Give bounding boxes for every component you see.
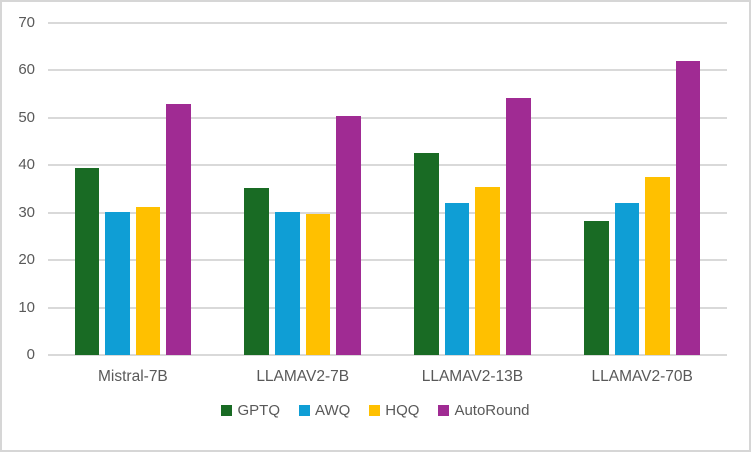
x-axis: Mistral-7B LLAMAV2-7B LLAMAV2-13B LLAMAV2-7… — [48, 366, 727, 388]
y-axis-tick-label: 20 — [18, 251, 35, 268]
gridline — [48, 259, 727, 261]
bar-awq-llamav2-7b[interactable] — [275, 212, 300, 355]
plot-area — [48, 22, 727, 356]
bar-gptq-mistral-7b[interactable] — [74, 168, 100, 355]
bar-autoround-llamav2-70b[interactable] — [675, 61, 701, 355]
chart-legend: GPTQ AWQ HQQ AutoRound — [0, 403, 751, 418]
y-axis-tick-label: 50 — [18, 109, 35, 126]
bar-autoround-llamav2-13b[interactable] — [505, 98, 531, 355]
bar-awq-llamav2-13b[interactable] — [444, 203, 470, 355]
bar-hqq-llamav2-70b[interactable] — [645, 177, 670, 355]
gridline — [48, 69, 727, 71]
legend-swatch-icon — [221, 405, 233, 416]
legend-label: GPTQ — [237, 402, 280, 419]
legend-item-hqq[interactable]: HQQ — [369, 403, 419, 418]
bar-awq-llamav2-70b[interactable] — [614, 203, 640, 355]
bar-hqq-llamav2-13b[interactable] — [475, 187, 500, 355]
legend-swatch-icon — [369, 405, 381, 416]
x-axis-category-label: Mistral-7B — [98, 368, 168, 385]
y-axis-tick-label: 10 — [18, 299, 35, 316]
legend-swatch-icon — [438, 405, 450, 416]
legend-item-autoround[interactable]: AutoRound — [438, 402, 530, 419]
legend-item-awq[interactable]: AWQ — [299, 403, 350, 418]
y-axis-tick-label: 40 — [18, 156, 35, 173]
legend-label: AutoRound — [454, 402, 530, 419]
legend-label: AWQ — [315, 402, 351, 419]
gridline — [48, 164, 727, 166]
x-axis-category-label: LLAMAV2-70B — [591, 368, 693, 385]
legend-item-gptq[interactable]: GPTQ — [221, 403, 280, 418]
y-axis-tick-label: 60 — [18, 61, 35, 78]
x-axis-category-label: LLAMAV2-7B — [256, 368, 350, 385]
bar-gptq-llamav2-13b[interactable] — [414, 153, 439, 355]
x-axis-category-label: LLAMAV2-13B — [421, 368, 524, 385]
y-axis-tick-label: 30 — [18, 204, 35, 221]
bar-hqq-mistral-7b[interactable] — [135, 207, 161, 355]
bar-hqq-llamav2-7b[interactable] — [305, 214, 331, 355]
gridline — [48, 117, 727, 119]
bar-awq-mistral-7b[interactable] — [105, 212, 130, 355]
legend-label: HQQ — [385, 402, 420, 419]
bar-autoround-mistral-7b[interactable] — [166, 104, 192, 355]
y-axis-tick-label: 70 — [18, 14, 35, 31]
gridline — [48, 22, 727, 24]
gridline — [48, 307, 727, 309]
y-axis: 0 10 20 30 40 50 60 70 — [6, 0, 35, 452]
x-axis-line — [48, 354, 727, 356]
gridline — [48, 212, 727, 214]
bar-gptq-llamav2-70b[interactable] — [583, 221, 609, 355]
y-axis-tick-label: 0 — [26, 346, 35, 363]
legend-swatch-icon — [299, 405, 310, 416]
bar-autoround-llamav2-7b[interactable] — [336, 116, 361, 355]
bar-gptq-llamav2-7b[interactable] — [244, 188, 270, 355]
